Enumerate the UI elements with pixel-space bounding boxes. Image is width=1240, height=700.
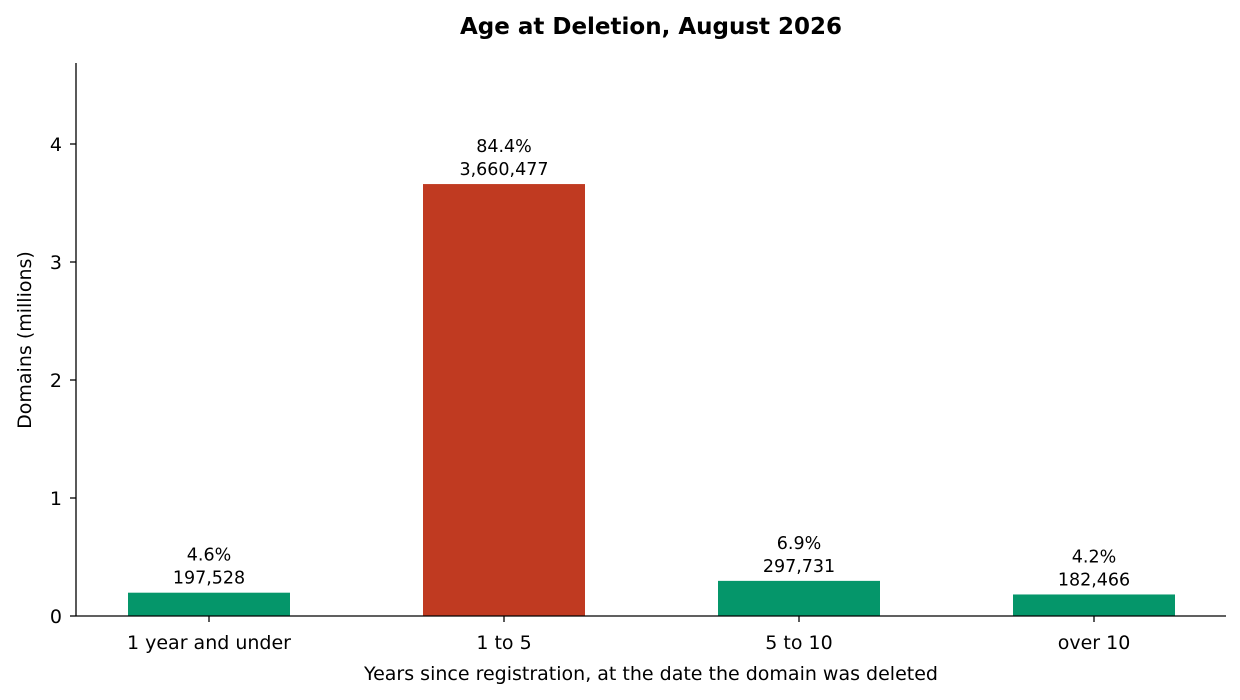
chart-title: Age at Deletion, August 2026 [460, 14, 842, 40]
x-tick-label-1: 1 to 5 [476, 632, 531, 654]
bar-count-label-0: 197,528 [173, 569, 245, 589]
bar-3 [1013, 594, 1175, 616]
x-tick-label-2: 5 to 10 [765, 632, 832, 654]
y-axis-label: Domains (millions) [14, 251, 36, 429]
x-tick-label-0: 1 year and under [127, 632, 291, 654]
bar-percent-label-1: 84.4% [476, 137, 532, 157]
bar-0 [128, 592, 290, 616]
bar-count-label-2: 297,731 [763, 557, 835, 577]
y-tick-label-0: 0 [50, 606, 62, 628]
bar-percent-label-0: 4.6% [187, 546, 231, 566]
y-tick-label-2: 2 [50, 370, 62, 392]
bar-percent-label-2: 6.9% [777, 534, 821, 554]
x-ticks: 1 year and under 1 to 5 5 to 10 over 10 [127, 616, 1130, 654]
y-tick-label-3: 3 [50, 252, 62, 274]
y-tick-label-1: 1 [50, 488, 62, 510]
x-tick-label-3: over 10 [1058, 632, 1131, 654]
bar-1 [423, 184, 585, 616]
x-axis-label: Years since registration, at the date th… [363, 663, 938, 685]
bar-count-label-1: 3,660,477 [459, 160, 548, 180]
data-labels: 4.6% 197,528 84.4% 3,660,477 6.9% 297,731 4.2%… [173, 137, 1130, 590]
bars [128, 184, 1175, 616]
y-ticks: 0 1 2 3 4 [50, 134, 76, 628]
bar-2 [718, 580, 880, 616]
bar-percent-label-3: 4.2% [1072, 547, 1116, 567]
bar-count-label-3: 182,466 [1058, 570, 1130, 590]
y-tick-label-4: 4 [50, 134, 62, 156]
